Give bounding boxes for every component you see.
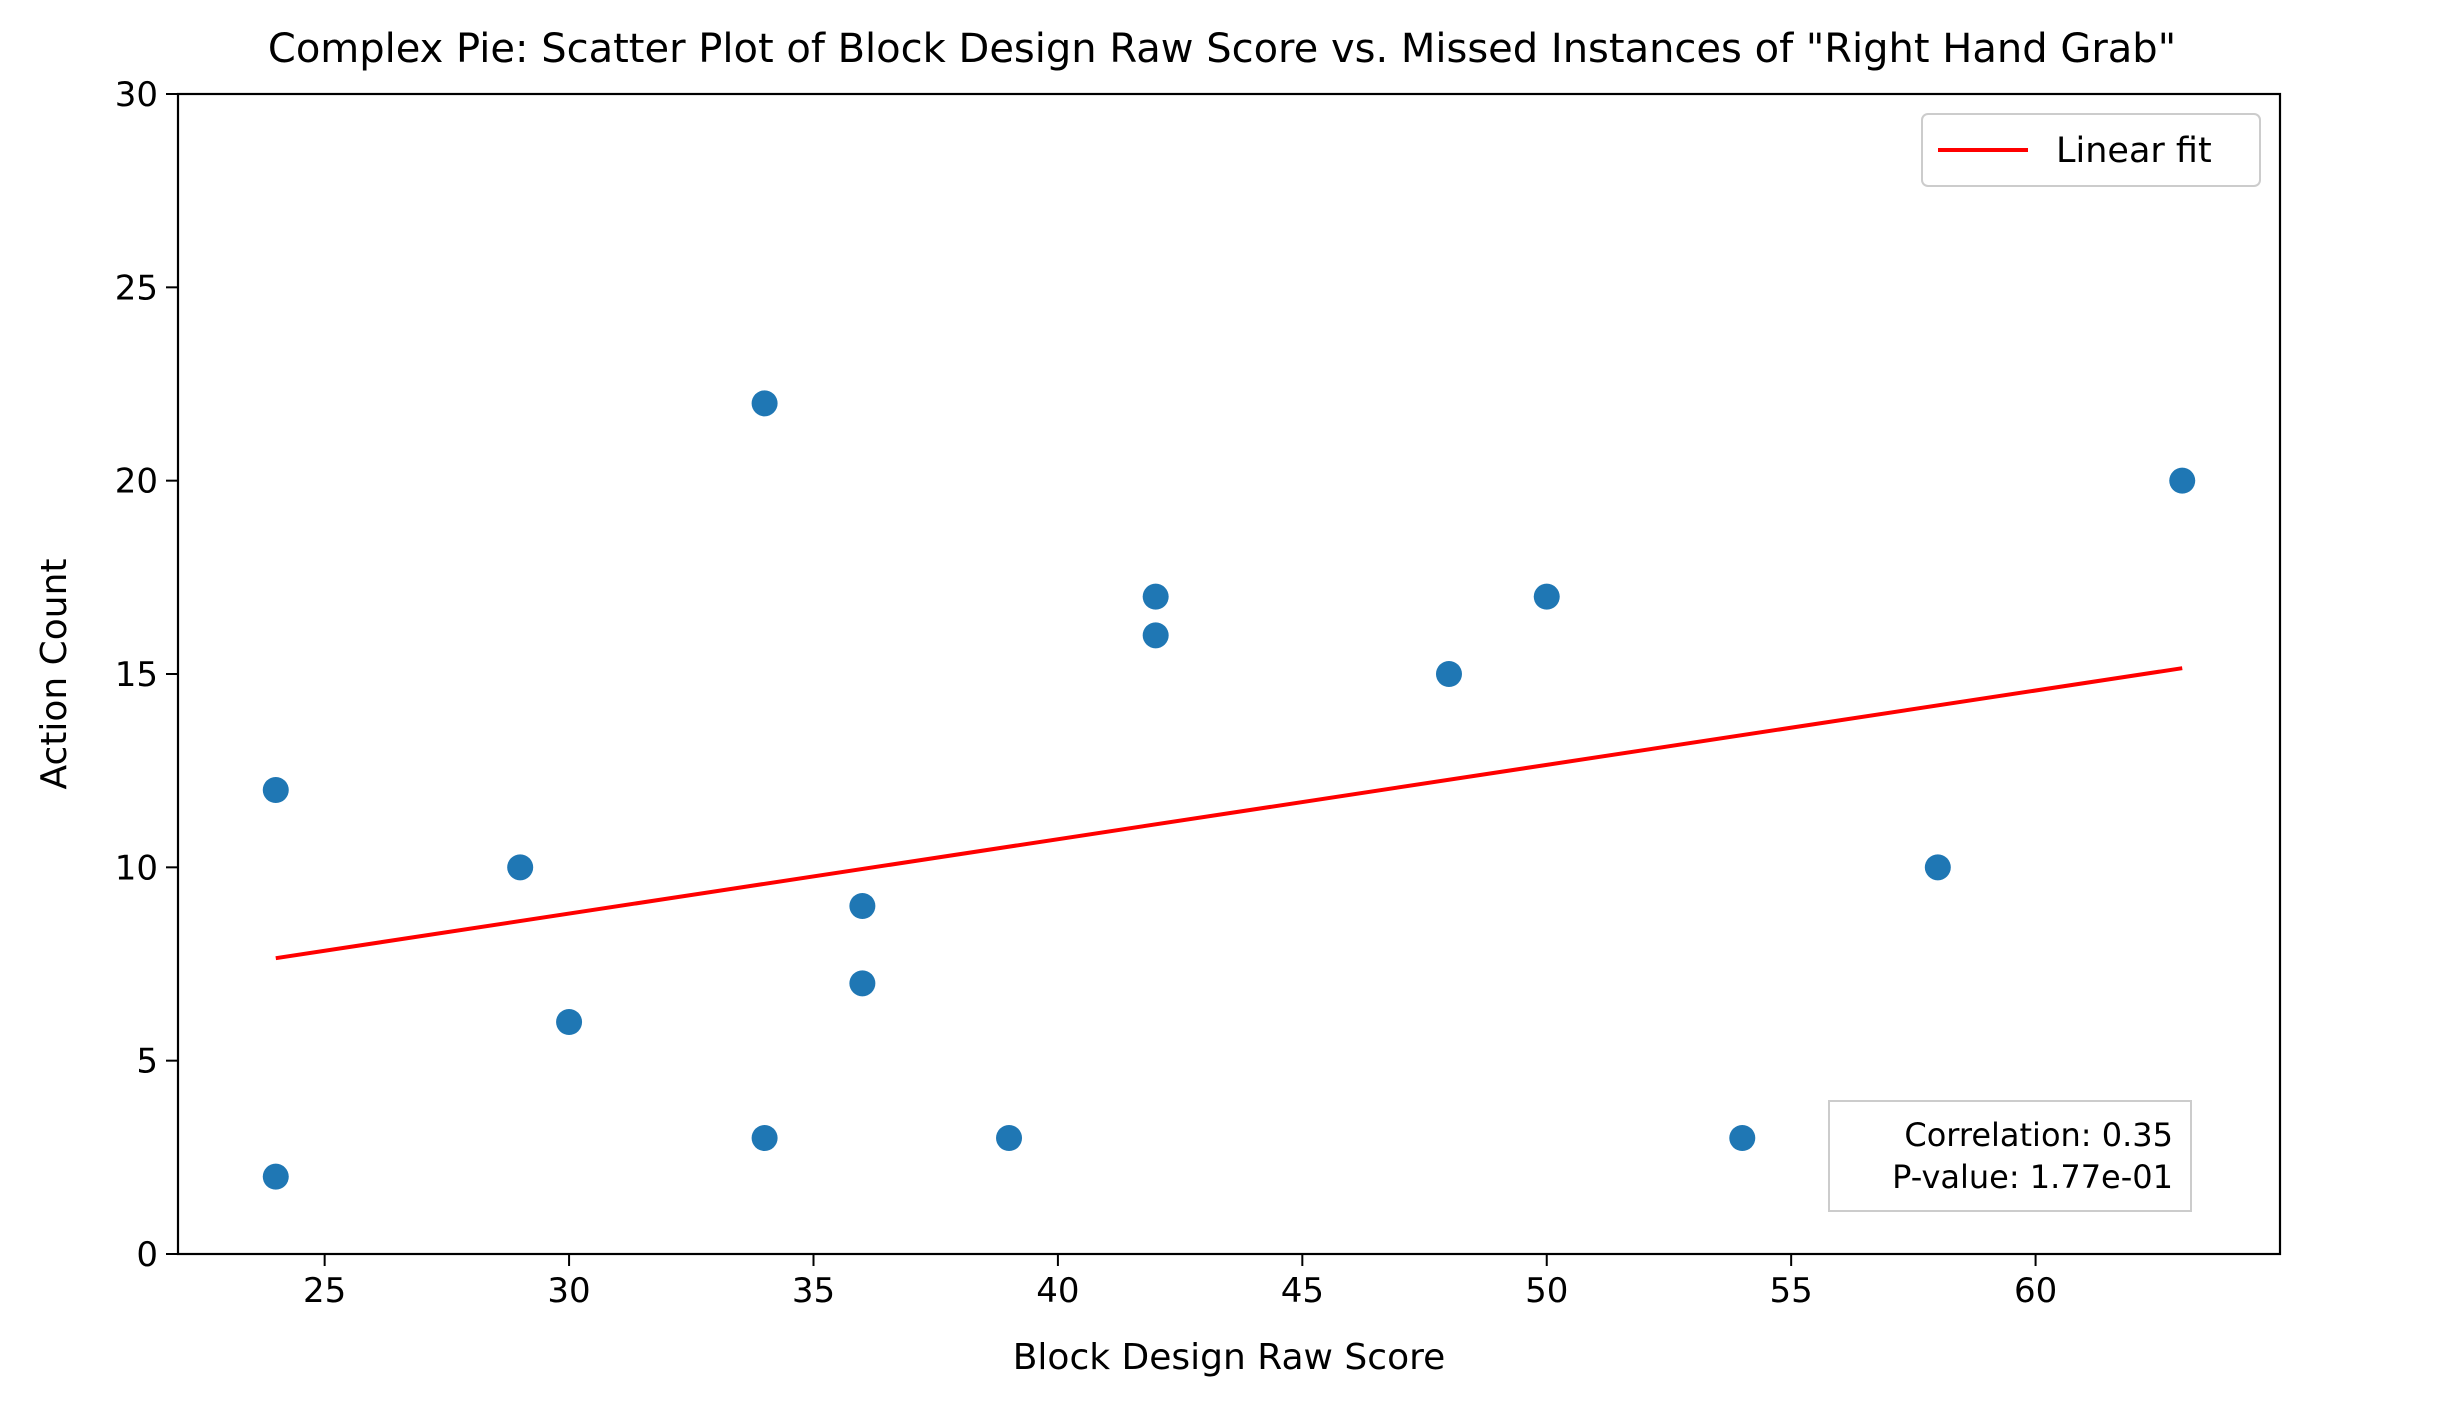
- scatter-point: [1533, 583, 1560, 610]
- x-tick-label: 35: [792, 1271, 835, 1311]
- y-tick-label: 15: [115, 655, 158, 695]
- stats-annotation: Correlation: 0.35 P-value: 1.77e-01: [1828, 1100, 2192, 1212]
- scatter-point: [996, 1125, 1023, 1151]
- x-tick-label: 55: [1770, 1271, 1813, 1311]
- plot-frame: [176, 92, 2282, 1256]
- x-tick-label: 40: [1036, 1271, 1079, 1311]
- y-tick-label: 25: [115, 268, 158, 308]
- scatter-point: [1142, 622, 1169, 649]
- x-tick-label: 45: [1281, 1271, 1324, 1311]
- legend: Linear fit: [1921, 113, 2261, 187]
- scatter-point: [1924, 854, 1951, 881]
- y-tick-label: 20: [115, 462, 158, 502]
- x-tick-label: 60: [2014, 1271, 2057, 1311]
- x-axis-label: Block Design Raw Score: [1013, 1337, 1446, 1378]
- x-tick-label: 30: [547, 1271, 590, 1311]
- legend-entry-linear-fit: Linear fit: [2056, 131, 2212, 171]
- scatter-point: [849, 893, 876, 919]
- y-tick-label: 10: [115, 848, 158, 888]
- x-tick-label: 50: [1525, 1271, 1568, 1311]
- legend-box: [1921, 113, 2261, 187]
- scatter-points: [262, 390, 2196, 1190]
- scatter-point: [2169, 467, 2196, 494]
- fit-line-layer: [275, 666, 2183, 961]
- stats-annotation-box: [1828, 1100, 2192, 1212]
- x-tick-label: 25: [303, 1271, 346, 1311]
- scatter-point: [1435, 661, 1462, 687]
- scatter-point: [1729, 1125, 1756, 1151]
- y-axis-ticks: 0 5 10 15 20 25 30: [115, 75, 178, 1275]
- x-axis-ticks: 25 30 35 40 45 50 55 60: [303, 1254, 2057, 1311]
- scatter-point: [262, 777, 289, 803]
- scatter-point: [751, 1125, 778, 1151]
- scatter-point: [849, 970, 876, 997]
- correlation-text: Correlation: 0.35: [1904, 1116, 2173, 1154]
- y-tick-label: 30: [115, 75, 158, 115]
- scatter-point: [262, 1163, 289, 1190]
- y-tick-label: 5: [136, 1042, 158, 1082]
- y-axis-label: Action Count: [34, 558, 75, 789]
- y-tick-label: 0: [136, 1235, 158, 1275]
- scatter-point: [556, 1009, 583, 1035]
- scatter-point: [507, 854, 534, 881]
- scatter-point: [751, 390, 778, 417]
- scatter-point: [1142, 583, 1169, 610]
- p-value-text: P-value: 1.77e-01: [1892, 1158, 2173, 1196]
- chart-title: Complex Pie: Scatter Plot of Block Desig…: [268, 26, 2176, 72]
- fit-line: [275, 666, 2183, 961]
